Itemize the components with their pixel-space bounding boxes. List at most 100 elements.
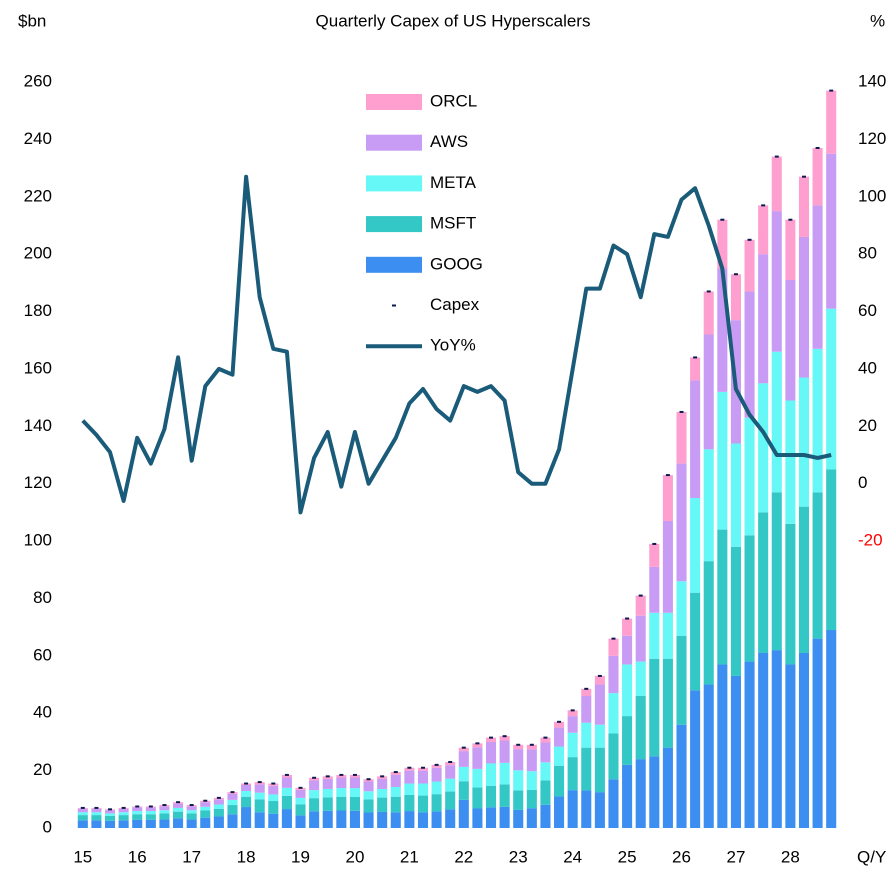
bar-segment: [676, 581, 687, 636]
bar-segment: [540, 742, 551, 763]
legend-swatch: [366, 175, 422, 192]
bar-segment: [540, 737, 551, 743]
y-tick-label: 0: [43, 817, 52, 836]
bar-segment: [798, 652, 810, 828]
bar-segment: [540, 804, 551, 828]
capex-marker: [747, 238, 752, 241]
bar-segment: [322, 788, 333, 798]
bar-segment: [336, 774, 347, 778]
bar-segment: [241, 807, 252, 828]
bar-segment: [404, 811, 415, 828]
bar-segment: [213, 816, 224, 828]
bar-segment: [309, 790, 320, 799]
bar-segment: [499, 740, 510, 763]
legend-swatch: [366, 94, 422, 110]
bar-segment: [118, 812, 129, 816]
bar-segment: [730, 675, 741, 828]
capex-marker: [516, 743, 521, 746]
bar-segment: [268, 783, 279, 786]
y-tick-label: 140: [24, 416, 52, 435]
capex-marker: [121, 806, 126, 809]
bar-segment: [581, 790, 592, 828]
bar-segment: [281, 809, 292, 828]
capex-marker: [543, 736, 548, 739]
bar-segment: [635, 759, 646, 828]
bar-segment: [649, 543, 660, 567]
bar-segment: [431, 764, 442, 768]
capex-marker: [312, 776, 317, 779]
bar-segment: [159, 819, 170, 828]
y2-axis-label: %: [870, 11, 885, 30]
y-tick-label: 260: [24, 71, 52, 90]
legend-swatch: [366, 134, 422, 151]
bar-segment: [485, 785, 497, 808]
bar-segment: [268, 785, 279, 795]
bar-segment: [676, 463, 687, 582]
x-tick-label: 20: [345, 847, 364, 866]
y2-tick-label: -20: [858, 531, 883, 550]
bar-segment: [91, 812, 102, 816]
x-tick-label: 24: [563, 847, 582, 866]
capex-marker: [475, 742, 480, 745]
bar-segment: [104, 813, 116, 816]
bar-segment: [649, 612, 660, 659]
bar-segment: [567, 757, 578, 791]
bar-segment: [594, 792, 605, 828]
bar-segment: [349, 777, 360, 789]
legend-label: GOOG: [430, 254, 483, 273]
capex-marker: [420, 766, 425, 769]
bar-segment: [690, 380, 701, 499]
y2-tick-label: 40: [858, 358, 877, 377]
bar-segment: [622, 618, 633, 636]
bar-segment: [771, 492, 782, 651]
bar-segment: [377, 776, 388, 779]
bar-segment: [458, 781, 469, 800]
bar-segment: [703, 449, 714, 562]
capex-marker: [339, 773, 344, 776]
bar-segment: [213, 804, 224, 809]
capex-marker: [298, 786, 303, 789]
bar-segment: [254, 782, 265, 785]
bar-segment: [104, 815, 116, 821]
bar-segment: [445, 809, 456, 828]
x-tick-label: 23: [509, 847, 528, 866]
bar-segment: [227, 814, 238, 828]
bar-segment: [472, 808, 483, 828]
bar-segment: [254, 792, 265, 800]
bar-segment: [690, 357, 701, 381]
capex-marker: [665, 474, 670, 477]
bar-segment: [363, 779, 374, 782]
capex-marker: [611, 637, 616, 640]
x-tick-label: 18: [237, 847, 256, 866]
capex-marker: [189, 804, 194, 807]
bar-segment: [499, 806, 510, 828]
capex-marker: [461, 746, 466, 749]
bar-segment: [377, 811, 388, 828]
bar-segment: [485, 741, 497, 764]
bar-segment: [554, 721, 565, 728]
capex-marker: [271, 782, 276, 785]
bar-segment: [159, 813, 170, 820]
x-tick-label: 15: [73, 847, 92, 866]
bar-segment: [336, 788, 347, 797]
bar-segment: [812, 492, 823, 639]
bar-segment: [200, 802, 211, 807]
bar-segment: [526, 744, 537, 750]
bar-segment: [445, 778, 456, 792]
bar-segment: [703, 291, 714, 335]
y-tick-label: 20: [33, 760, 52, 779]
bar-segment: [771, 156, 782, 212]
bar-segment: [635, 661, 646, 697]
bar-segment: [309, 811, 320, 828]
bar-segment: [268, 813, 279, 828]
bar-segment: [635, 696, 646, 760]
bar-segment: [594, 724, 605, 748]
capex-marker: [380, 775, 385, 778]
capex-marker: [638, 594, 643, 597]
bar-segment: [717, 529, 728, 665]
bar-segment: [758, 254, 769, 384]
bar-segment: [159, 806, 170, 811]
bar-segment: [322, 776, 333, 779]
bar-segment: [526, 808, 537, 828]
